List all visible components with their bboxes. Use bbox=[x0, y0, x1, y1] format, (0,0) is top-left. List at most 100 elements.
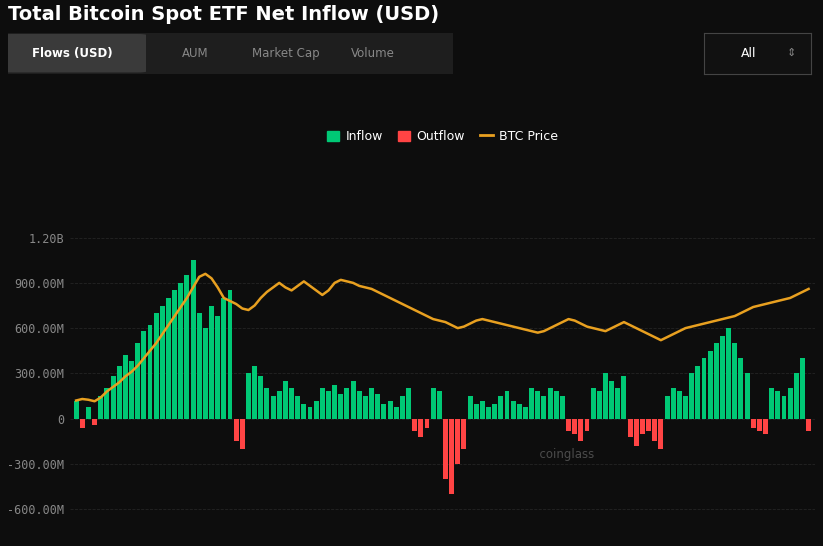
Bar bbox=[486, 407, 491, 419]
Text: AUM: AUM bbox=[182, 47, 208, 60]
Bar bbox=[763, 419, 768, 434]
Bar bbox=[782, 396, 787, 419]
Bar bbox=[110, 376, 115, 419]
Bar bbox=[326, 391, 331, 419]
Bar bbox=[418, 419, 423, 437]
Bar bbox=[123, 355, 128, 419]
Bar bbox=[203, 328, 208, 419]
Bar bbox=[634, 419, 639, 446]
FancyBboxPatch shape bbox=[0, 31, 475, 76]
Bar bbox=[732, 343, 737, 419]
Bar bbox=[738, 358, 743, 419]
Bar bbox=[449, 419, 454, 494]
Bar bbox=[86, 407, 91, 419]
Bar bbox=[720, 336, 725, 419]
Bar bbox=[400, 396, 405, 419]
Bar bbox=[566, 419, 571, 431]
Bar bbox=[591, 388, 596, 419]
Bar bbox=[258, 376, 263, 419]
Bar bbox=[529, 388, 534, 419]
Bar bbox=[301, 403, 306, 419]
Bar bbox=[683, 396, 688, 419]
Bar bbox=[184, 275, 189, 419]
Bar bbox=[375, 394, 380, 419]
Bar bbox=[142, 331, 146, 419]
FancyBboxPatch shape bbox=[4, 34, 146, 73]
Bar bbox=[714, 343, 718, 419]
Bar bbox=[430, 388, 435, 419]
Bar bbox=[788, 388, 793, 419]
Bar bbox=[467, 396, 472, 419]
Bar bbox=[443, 419, 448, 479]
Bar bbox=[221, 298, 226, 419]
Bar bbox=[332, 385, 337, 419]
Bar bbox=[560, 396, 565, 419]
Bar bbox=[708, 351, 713, 419]
Bar bbox=[129, 361, 134, 419]
Bar bbox=[584, 419, 589, 431]
Text: Market Cap: Market Cap bbox=[252, 47, 320, 60]
Bar bbox=[480, 401, 485, 419]
Bar bbox=[388, 401, 393, 419]
Bar bbox=[726, 328, 731, 419]
Bar bbox=[603, 373, 608, 419]
Text: ⇕: ⇕ bbox=[787, 48, 796, 58]
Bar bbox=[154, 313, 159, 419]
Bar bbox=[504, 391, 509, 419]
Bar bbox=[289, 388, 294, 419]
Bar bbox=[283, 381, 288, 419]
Bar bbox=[80, 419, 85, 428]
Bar bbox=[277, 391, 281, 419]
Bar bbox=[295, 396, 300, 419]
Bar bbox=[547, 388, 552, 419]
Bar bbox=[73, 401, 78, 419]
Bar bbox=[751, 419, 756, 428]
Bar bbox=[363, 396, 368, 419]
Text: All: All bbox=[741, 47, 756, 60]
Bar bbox=[597, 391, 602, 419]
Bar bbox=[197, 313, 202, 419]
Bar bbox=[264, 388, 269, 419]
Bar bbox=[646, 419, 651, 431]
Bar bbox=[406, 388, 411, 419]
Bar bbox=[252, 366, 257, 419]
Bar bbox=[689, 373, 694, 419]
Bar bbox=[425, 419, 430, 428]
Bar bbox=[271, 396, 276, 419]
Bar bbox=[369, 388, 374, 419]
Legend: Inflow, Outflow, BTC Price: Inflow, Outflow, BTC Price bbox=[322, 125, 563, 148]
Bar bbox=[462, 419, 467, 449]
Bar bbox=[616, 388, 621, 419]
Bar bbox=[757, 419, 762, 431]
Bar bbox=[209, 306, 214, 419]
Bar bbox=[320, 388, 325, 419]
Bar bbox=[640, 419, 645, 434]
Bar bbox=[308, 407, 313, 419]
Bar bbox=[535, 391, 540, 419]
Bar bbox=[695, 366, 700, 419]
Bar bbox=[147, 325, 152, 419]
Bar bbox=[239, 419, 244, 449]
Bar bbox=[314, 401, 319, 419]
Bar bbox=[609, 381, 614, 419]
Text: Total Bitcoin Spot ETF Net Inflow (USD): Total Bitcoin Spot ETF Net Inflow (USD) bbox=[8, 5, 439, 25]
Bar bbox=[523, 407, 528, 419]
Bar bbox=[745, 373, 750, 419]
Bar bbox=[794, 373, 799, 419]
Bar bbox=[554, 391, 559, 419]
Bar bbox=[381, 403, 386, 419]
Text: Flows (USD): Flows (USD) bbox=[32, 47, 113, 60]
Bar bbox=[216, 316, 220, 419]
Bar bbox=[658, 419, 663, 449]
Bar bbox=[665, 396, 669, 419]
Bar bbox=[246, 373, 251, 419]
Bar bbox=[117, 366, 122, 419]
Bar bbox=[653, 419, 658, 441]
Bar bbox=[357, 391, 362, 419]
Bar bbox=[474, 403, 479, 419]
Bar bbox=[338, 394, 343, 419]
Bar bbox=[455, 419, 460, 464]
Bar bbox=[351, 381, 356, 419]
Bar bbox=[511, 401, 516, 419]
Bar bbox=[677, 391, 681, 419]
